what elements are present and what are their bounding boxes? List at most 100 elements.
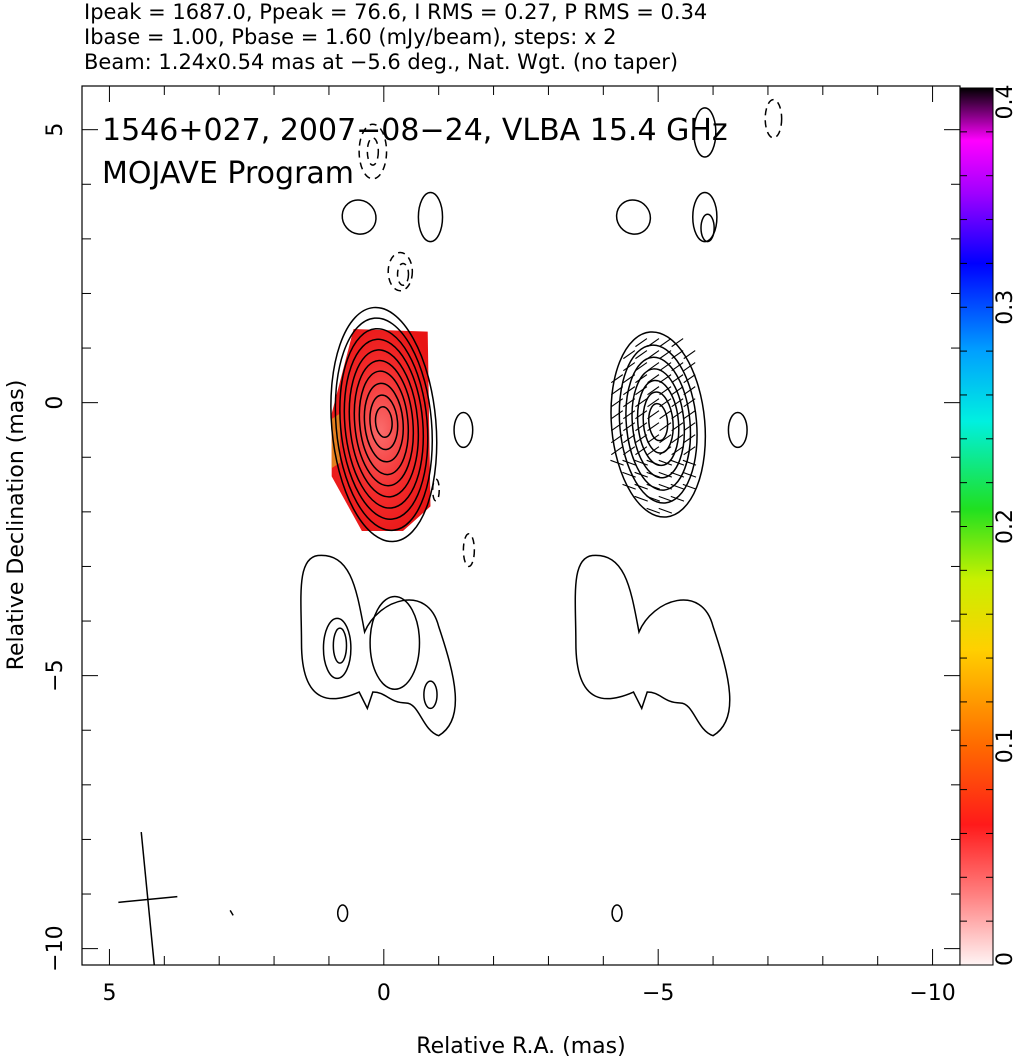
evpa-vectors — [610, 338, 697, 514]
evpa-tick — [635, 434, 648, 444]
evpa-tick — [647, 362, 660, 372]
evpa-tick — [671, 434, 684, 444]
header-line-1: Ipeak = 1687.0, Ppeak = 76.6, I RMS = 0.… — [84, 0, 708, 24]
evpa-tick — [671, 410, 684, 420]
y-tick-label: 5 — [43, 123, 68, 137]
evpa-tick — [658, 507, 673, 514]
evpa-tick — [682, 483, 697, 490]
plot-title-program: MOJAVE Program — [102, 156, 354, 191]
evpa-tick — [623, 446, 636, 456]
evpa-tick — [635, 386, 648, 396]
core-contour — [334, 317, 434, 532]
core-contour — [636, 379, 680, 467]
polarized-flux-edge — [331, 413, 340, 469]
evpa-tick — [622, 483, 636, 490]
evpa-tick — [683, 350, 696, 360]
x-tick-label: −5 — [642, 981, 674, 1006]
evpa-tick — [659, 398, 672, 408]
evpa-tick — [670, 471, 685, 478]
evpa-tick — [622, 459, 636, 466]
evpa-tick — [635, 410, 648, 420]
evpa-tick — [610, 459, 624, 466]
evpa-tick — [670, 495, 685, 502]
core-contour — [642, 391, 674, 454]
evpa-tick — [683, 386, 696, 396]
evpa-tick — [634, 471, 648, 478]
jet-inner-contour — [423, 680, 438, 710]
evpa-tick — [635, 398, 648, 408]
evpa-tick — [659, 362, 672, 372]
x-tick-label: 5 — [102, 981, 116, 1006]
evpa-tick — [610, 398, 624, 408]
colorbar-tick-label: 0.1 — [993, 728, 1018, 763]
evpa-tick — [683, 374, 696, 384]
evpa-tick — [671, 362, 684, 372]
evpa-tick — [659, 410, 672, 420]
noise-contour — [611, 904, 623, 923]
jet-contour — [300, 554, 457, 737]
core-contour — [610, 331, 707, 518]
total-intensity-panel — [229, 123, 476, 923]
evpa-tick — [658, 495, 673, 502]
x-tick-label: 0 — [377, 981, 391, 1006]
negative-contour — [387, 251, 414, 292]
evpa-tick — [683, 410, 696, 420]
evpa-tick — [683, 422, 696, 432]
y-tick-label: −10 — [43, 925, 68, 971]
evpa-tick — [623, 434, 636, 444]
core-contour — [369, 394, 399, 451]
core-contour — [358, 370, 410, 476]
noise-contour — [615, 199, 652, 235]
evpa-tick — [647, 350, 660, 360]
evpa-tick — [623, 398, 636, 408]
evpa-tick — [670, 483, 685, 490]
core-contour — [374, 406, 393, 439]
evpa-tick — [658, 471, 673, 478]
core-contour — [343, 338, 425, 509]
evpa-tick — [635, 338, 648, 348]
core-contour — [353, 359, 415, 487]
core-contour — [363, 382, 404, 463]
evpa-tick — [647, 338, 660, 348]
evpa-tick — [647, 446, 660, 456]
negative-contour — [366, 137, 380, 166]
negative-contour — [764, 98, 783, 139]
negative-contour — [396, 262, 410, 287]
evpa-tick — [646, 495, 661, 502]
beam-minor-axis — [118, 895, 178, 904]
x-axis-label: Relative R.A. (mas) — [416, 1034, 625, 1059]
colorbar-tick-label: 0.2 — [993, 509, 1018, 544]
y-tick-label: −5 — [43, 659, 68, 691]
negative-contour — [431, 478, 440, 502]
evpa-tick — [622, 471, 636, 478]
evpa-tick — [670, 459, 685, 466]
evpa-tick — [634, 459, 648, 466]
evpa-tick — [647, 374, 660, 384]
x-tick-label: −10 — [909, 981, 955, 1006]
noise-contour — [692, 191, 718, 243]
evpa-tick — [658, 459, 673, 466]
core-contour — [625, 356, 692, 491]
evpa-tick — [671, 350, 684, 360]
evpa-tick — [659, 350, 672, 360]
plot-area — [118, 98, 783, 965]
evpa-tick — [671, 422, 684, 432]
evpa-tick — [623, 374, 636, 384]
polarized-flux-fill — [331, 328, 431, 531]
evpa-tick — [635, 422, 648, 432]
evpa-tick — [647, 422, 660, 432]
polarization-panel — [574, 98, 783, 923]
evpa-tick — [683, 398, 696, 408]
noise-contour — [336, 904, 349, 923]
jet-inner-contour — [322, 617, 352, 680]
evpa-tick — [659, 446, 672, 456]
evpa-tick — [634, 495, 648, 502]
noise-contour — [693, 107, 717, 158]
core-contour — [330, 306, 438, 543]
jet-inner-contour — [369, 595, 421, 691]
evpa-tick — [659, 338, 672, 348]
plot-frame — [81, 85, 961, 966]
jet-inner-contour — [332, 627, 348, 664]
noise-contour — [417, 191, 444, 243]
